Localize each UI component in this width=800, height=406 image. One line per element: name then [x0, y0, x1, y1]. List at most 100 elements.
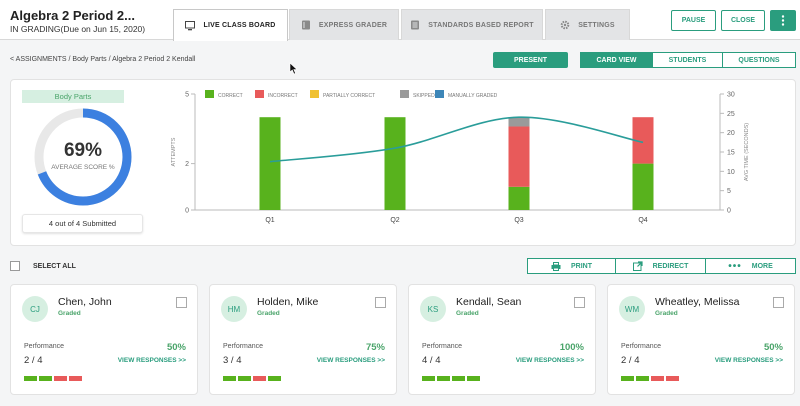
- result-segment-correct: [621, 376, 634, 381]
- bar-segment: [508, 186, 530, 210]
- card-view-button[interactable]: CARD VIEW: [580, 52, 653, 68]
- result-segment-correct: [24, 376, 37, 381]
- score: 4 / 4: [422, 355, 441, 366]
- tab-settings[interactable]: SETTINGS: [545, 9, 630, 40]
- present-button[interactable]: PRESENT: [493, 52, 568, 68]
- status-badge: Graded: [257, 310, 280, 317]
- assignment-title: Algebra 2 Period 2...: [10, 8, 135, 23]
- submitted-count: 4 out of 4 Submitted: [22, 214, 143, 233]
- legend-label: PARTIALLY CORRECT: [323, 93, 375, 99]
- average-score-donut: [34, 108, 132, 206]
- bar-segment: [508, 117, 530, 127]
- students-view-button[interactable]: STUDENTS: [652, 52, 723, 68]
- result-segment-correct: [39, 376, 52, 381]
- tab-express-grader[interactable]: EXPRESS GRADER: [289, 9, 399, 40]
- y-tick-label: 5: [185, 92, 189, 99]
- legend-swatch: [205, 90, 214, 98]
- kebab-icon: [781, 15, 785, 26]
- more-label: MORE: [751, 262, 773, 270]
- status-badge: Graded: [456, 310, 479, 317]
- score: 2 / 4: [621, 355, 640, 366]
- avatar: KS: [420, 296, 446, 322]
- student-card[interactable]: KS Kendall, Sean Graded Performance 100%…: [408, 284, 596, 395]
- legend-swatch: [255, 90, 264, 98]
- more-options-button[interactable]: [770, 10, 796, 31]
- x-tick-label: Q3: [514, 217, 523, 224]
- student-name: Kendall, Sean: [456, 296, 522, 308]
- close-button[interactable]: CLOSE: [721, 10, 765, 31]
- result-segment-correct: [467, 376, 480, 381]
- bar-segment: [384, 117, 406, 210]
- view-responses-link[interactable]: VIEW RESPONSES >>: [714, 357, 783, 364]
- y2-tick-label: 15: [727, 150, 735, 157]
- bar-segment: [259, 117, 281, 210]
- y-tick-label: 2: [185, 161, 189, 168]
- question-results-bar: [24, 376, 82, 381]
- select-all-label[interactable]: SELECT ALL: [33, 263, 76, 270]
- student-name: Wheatley, Melissa: [655, 296, 740, 308]
- redirect-label: REDIRECT: [652, 262, 689, 270]
- y-axis-label: ATTEMPTS: [171, 137, 177, 166]
- legend-label: CORRECT: [218, 93, 243, 99]
- redirect-button[interactable]: REDIRECT: [615, 258, 706, 274]
- performance-percent: 50%: [763, 342, 783, 353]
- student-checkbox[interactable]: [375, 297, 386, 308]
- average-score-value: 69%: [63, 140, 103, 161]
- print-button[interactable]: PRINT: [527, 258, 616, 274]
- y2-tick-label: 25: [727, 111, 735, 118]
- printer-icon: [551, 261, 561, 271]
- avatar: HM: [221, 296, 247, 322]
- student-card[interactable]: HM Holden, Mike Graded Performance 75% 3…: [209, 284, 397, 395]
- mouse-cursor-icon: [289, 62, 298, 75]
- legend-swatch: [310, 90, 319, 98]
- y2-axis-label: AVG TIME (SECONDS): [744, 123, 750, 181]
- avatar: WM: [619, 296, 645, 322]
- y2-tick-label: 10: [727, 169, 735, 176]
- view-responses-link[interactable]: VIEW RESPONSES >>: [117, 357, 186, 364]
- bar-segment: [632, 163, 654, 210]
- student-checkbox[interactable]: [574, 297, 585, 308]
- avatar: CJ: [22, 296, 48, 322]
- x-tick-label: Q4: [638, 217, 647, 224]
- student-card[interactable]: WM Wheatley, Melissa Graded Performance …: [607, 284, 795, 395]
- questions-view-button[interactable]: QUESTIONS: [722, 52, 796, 68]
- tab-standards-based-report[interactable]: STANDARDS BASED REPORT: [401, 9, 543, 40]
- x-tick-label: Q2: [390, 217, 399, 224]
- score: 2 / 4: [24, 355, 43, 366]
- book-icon: [301, 20, 310, 30]
- score: 3 / 4: [223, 355, 242, 366]
- status-badge: Graded: [58, 310, 81, 317]
- result-segment-correct: [268, 376, 281, 381]
- y2-tick-label: 30: [727, 92, 735, 99]
- student-name: Holden, Mike: [257, 296, 319, 308]
- more-button[interactable]: ••• MORE: [705, 258, 796, 274]
- view-responses-link[interactable]: VIEW RESPONSES >>: [515, 357, 584, 364]
- report-icon: [411, 20, 420, 30]
- more-icon: •••: [728, 260, 742, 272]
- avg-time-line: [269, 116, 644, 163]
- question-results-bar: [223, 376, 281, 381]
- result-segment-correct: [437, 376, 450, 381]
- average-score-label: AVERAGE SCORE %: [51, 164, 115, 171]
- performance-label: Performance: [621, 343, 662, 350]
- redirect-icon: [632, 261, 643, 271]
- student-card[interactable]: CJ Chen, John Graded Performance 50% 2 /…: [10, 284, 198, 395]
- result-segment-incorrect: [651, 376, 664, 381]
- legend-swatch: [400, 90, 409, 98]
- result-segment-correct: [422, 376, 435, 381]
- monitor-icon: [185, 20, 196, 30]
- student-checkbox[interactable]: [773, 297, 784, 308]
- gear-icon: [560, 20, 570, 30]
- student-checkbox[interactable]: [176, 297, 187, 308]
- question-results-bar: [422, 376, 480, 381]
- view-responses-link[interactable]: VIEW RESPONSES >>: [316, 357, 385, 364]
- select-all-checkbox[interactable]: [10, 261, 20, 271]
- assignment-name-badge: Body Parts: [22, 90, 124, 103]
- performance-label: Performance: [223, 343, 264, 350]
- tab-live-class-board[interactable]: LIVE CLASS BOARD: [173, 9, 288, 41]
- pause-button[interactable]: PAUSE: [671, 10, 716, 31]
- breadcrumb[interactable]: < ASSIGNMENTS / Body Parts / Algebra 2 P…: [10, 56, 196, 63]
- y-tick-label: 0: [185, 208, 189, 215]
- bar-segment: [632, 117, 654, 164]
